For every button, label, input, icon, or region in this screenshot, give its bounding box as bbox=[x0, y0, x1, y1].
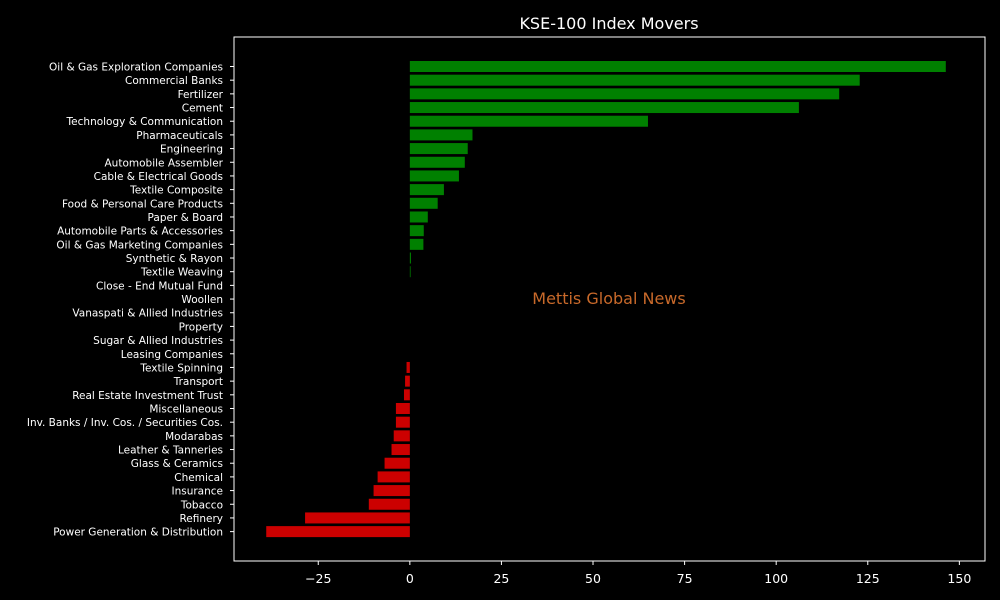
bar-8 bbox=[409, 170, 459, 182]
category-label: Textile Weaving bbox=[140, 267, 223, 279]
category-label: Woollen bbox=[181, 294, 223, 306]
category-label: Property bbox=[179, 321, 223, 333]
category-label: Modarabas bbox=[165, 431, 223, 443]
bar-25 bbox=[395, 403, 410, 414]
bar-28 bbox=[391, 444, 410, 456]
category-label: Insurance bbox=[171, 486, 223, 498]
bar-23 bbox=[405, 375, 410, 387]
bar-26 bbox=[395, 416, 410, 428]
bar-32 bbox=[368, 498, 410, 510]
category-label: Leasing Companies bbox=[121, 349, 223, 361]
x-tick-label: 0 bbox=[406, 571, 414, 586]
category-labels-group: Oil & Gas Exploration CompaniesCommercia… bbox=[27, 62, 234, 539]
category-label: Refinery bbox=[179, 513, 223, 525]
category-label: Oil & Gas Exploration Companies bbox=[49, 62, 223, 74]
category-label: Leather & Tanneries bbox=[118, 445, 223, 457]
category-label: Fertilizer bbox=[178, 89, 224, 101]
chart-title: KSE-100 Index Movers bbox=[519, 14, 698, 33]
x-tick-label: 25 bbox=[493, 571, 509, 586]
x-tick-label: 150 bbox=[947, 571, 971, 586]
x-tick-label: 50 bbox=[585, 571, 601, 586]
category-label: Food & Personal Care Products bbox=[62, 198, 223, 210]
category-label: Transport bbox=[173, 376, 223, 388]
category-label: Engineering bbox=[160, 144, 223, 156]
watermark-text: Mettis Global News bbox=[532, 289, 685, 308]
bar-14 bbox=[409, 252, 411, 264]
bar-4 bbox=[409, 115, 648, 127]
x-tick-label: 75 bbox=[677, 571, 693, 586]
category-label: Pharmaceuticals bbox=[136, 130, 223, 142]
x-tick-label: −25 bbox=[305, 571, 331, 586]
bar-34 bbox=[266, 526, 410, 538]
category-label: Commercial Banks bbox=[125, 75, 223, 87]
bar-12 bbox=[409, 225, 424, 237]
category-label: Chemical bbox=[174, 472, 223, 484]
bar-33 bbox=[305, 512, 410, 524]
category-label: Glass & Ceramics bbox=[131, 458, 223, 470]
bar-27 bbox=[393, 430, 410, 442]
bar-22 bbox=[406, 361, 410, 373]
bars-group bbox=[266, 61, 946, 538]
bar-2 bbox=[409, 88, 840, 100]
bar-24 bbox=[403, 389, 410, 401]
category-label: Technology & Communication bbox=[66, 116, 223, 128]
category-label: Automobile Assembler bbox=[105, 157, 224, 169]
bar-9 bbox=[409, 184, 444, 196]
bar-5 bbox=[409, 129, 473, 141]
bar-1 bbox=[409, 74, 860, 86]
category-label: Oil & Gas Marketing Companies bbox=[56, 239, 223, 251]
bar-29 bbox=[384, 457, 410, 469]
bar-6 bbox=[409, 143, 468, 155]
category-label: Synthetic & Rayon bbox=[126, 253, 223, 265]
category-label: Sugar & Allied Industries bbox=[93, 335, 223, 347]
x-tick-label: 100 bbox=[764, 571, 788, 586]
x-axis-ticks-group: −25 0 25 50 75 100 125 150 bbox=[305, 561, 971, 586]
category-label: Automobile Parts & Accessories bbox=[57, 226, 223, 238]
category-label: Cement bbox=[182, 103, 223, 115]
bar-31 bbox=[373, 485, 410, 497]
bar-3 bbox=[409, 102, 799, 114]
bar-13 bbox=[409, 238, 424, 250]
bar-0 bbox=[409, 61, 946, 72]
bar-11 bbox=[409, 211, 428, 223]
bar-15 bbox=[409, 266, 411, 278]
bar-7 bbox=[409, 156, 465, 168]
bar-30 bbox=[377, 471, 410, 483]
category-label: Inv. Banks / Inv. Cos. / Securities Cos. bbox=[27, 417, 223, 429]
category-label: Close - End Mutual Fund bbox=[96, 280, 223, 292]
category-label: Power Generation & Distribution bbox=[53, 527, 223, 539]
category-label: Paper & Board bbox=[148, 212, 223, 224]
x-tick-label: 125 bbox=[856, 571, 880, 586]
bar-10 bbox=[409, 197, 438, 209]
category-label: Textile Spinning bbox=[139, 362, 223, 374]
category-label: Textile Composite bbox=[129, 185, 223, 197]
category-label: Cable & Electrical Goods bbox=[94, 171, 223, 183]
category-label: Miscellaneous bbox=[149, 404, 223, 416]
category-label: Vanaspati & Allied Industries bbox=[72, 308, 223, 320]
category-label: Real Estate Investment Trust bbox=[72, 390, 223, 402]
category-label: Tobacco bbox=[180, 499, 223, 511]
